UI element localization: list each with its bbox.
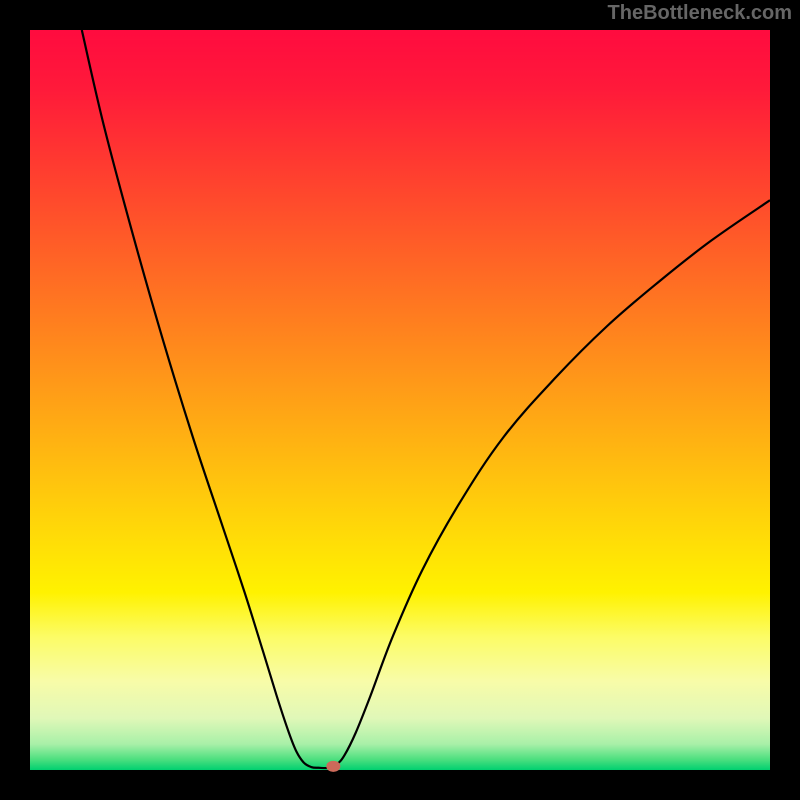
bottleneck-curve	[30, 30, 770, 770]
plot-area	[30, 30, 770, 770]
watermark-text: TheBottleneck.com	[608, 2, 792, 25]
